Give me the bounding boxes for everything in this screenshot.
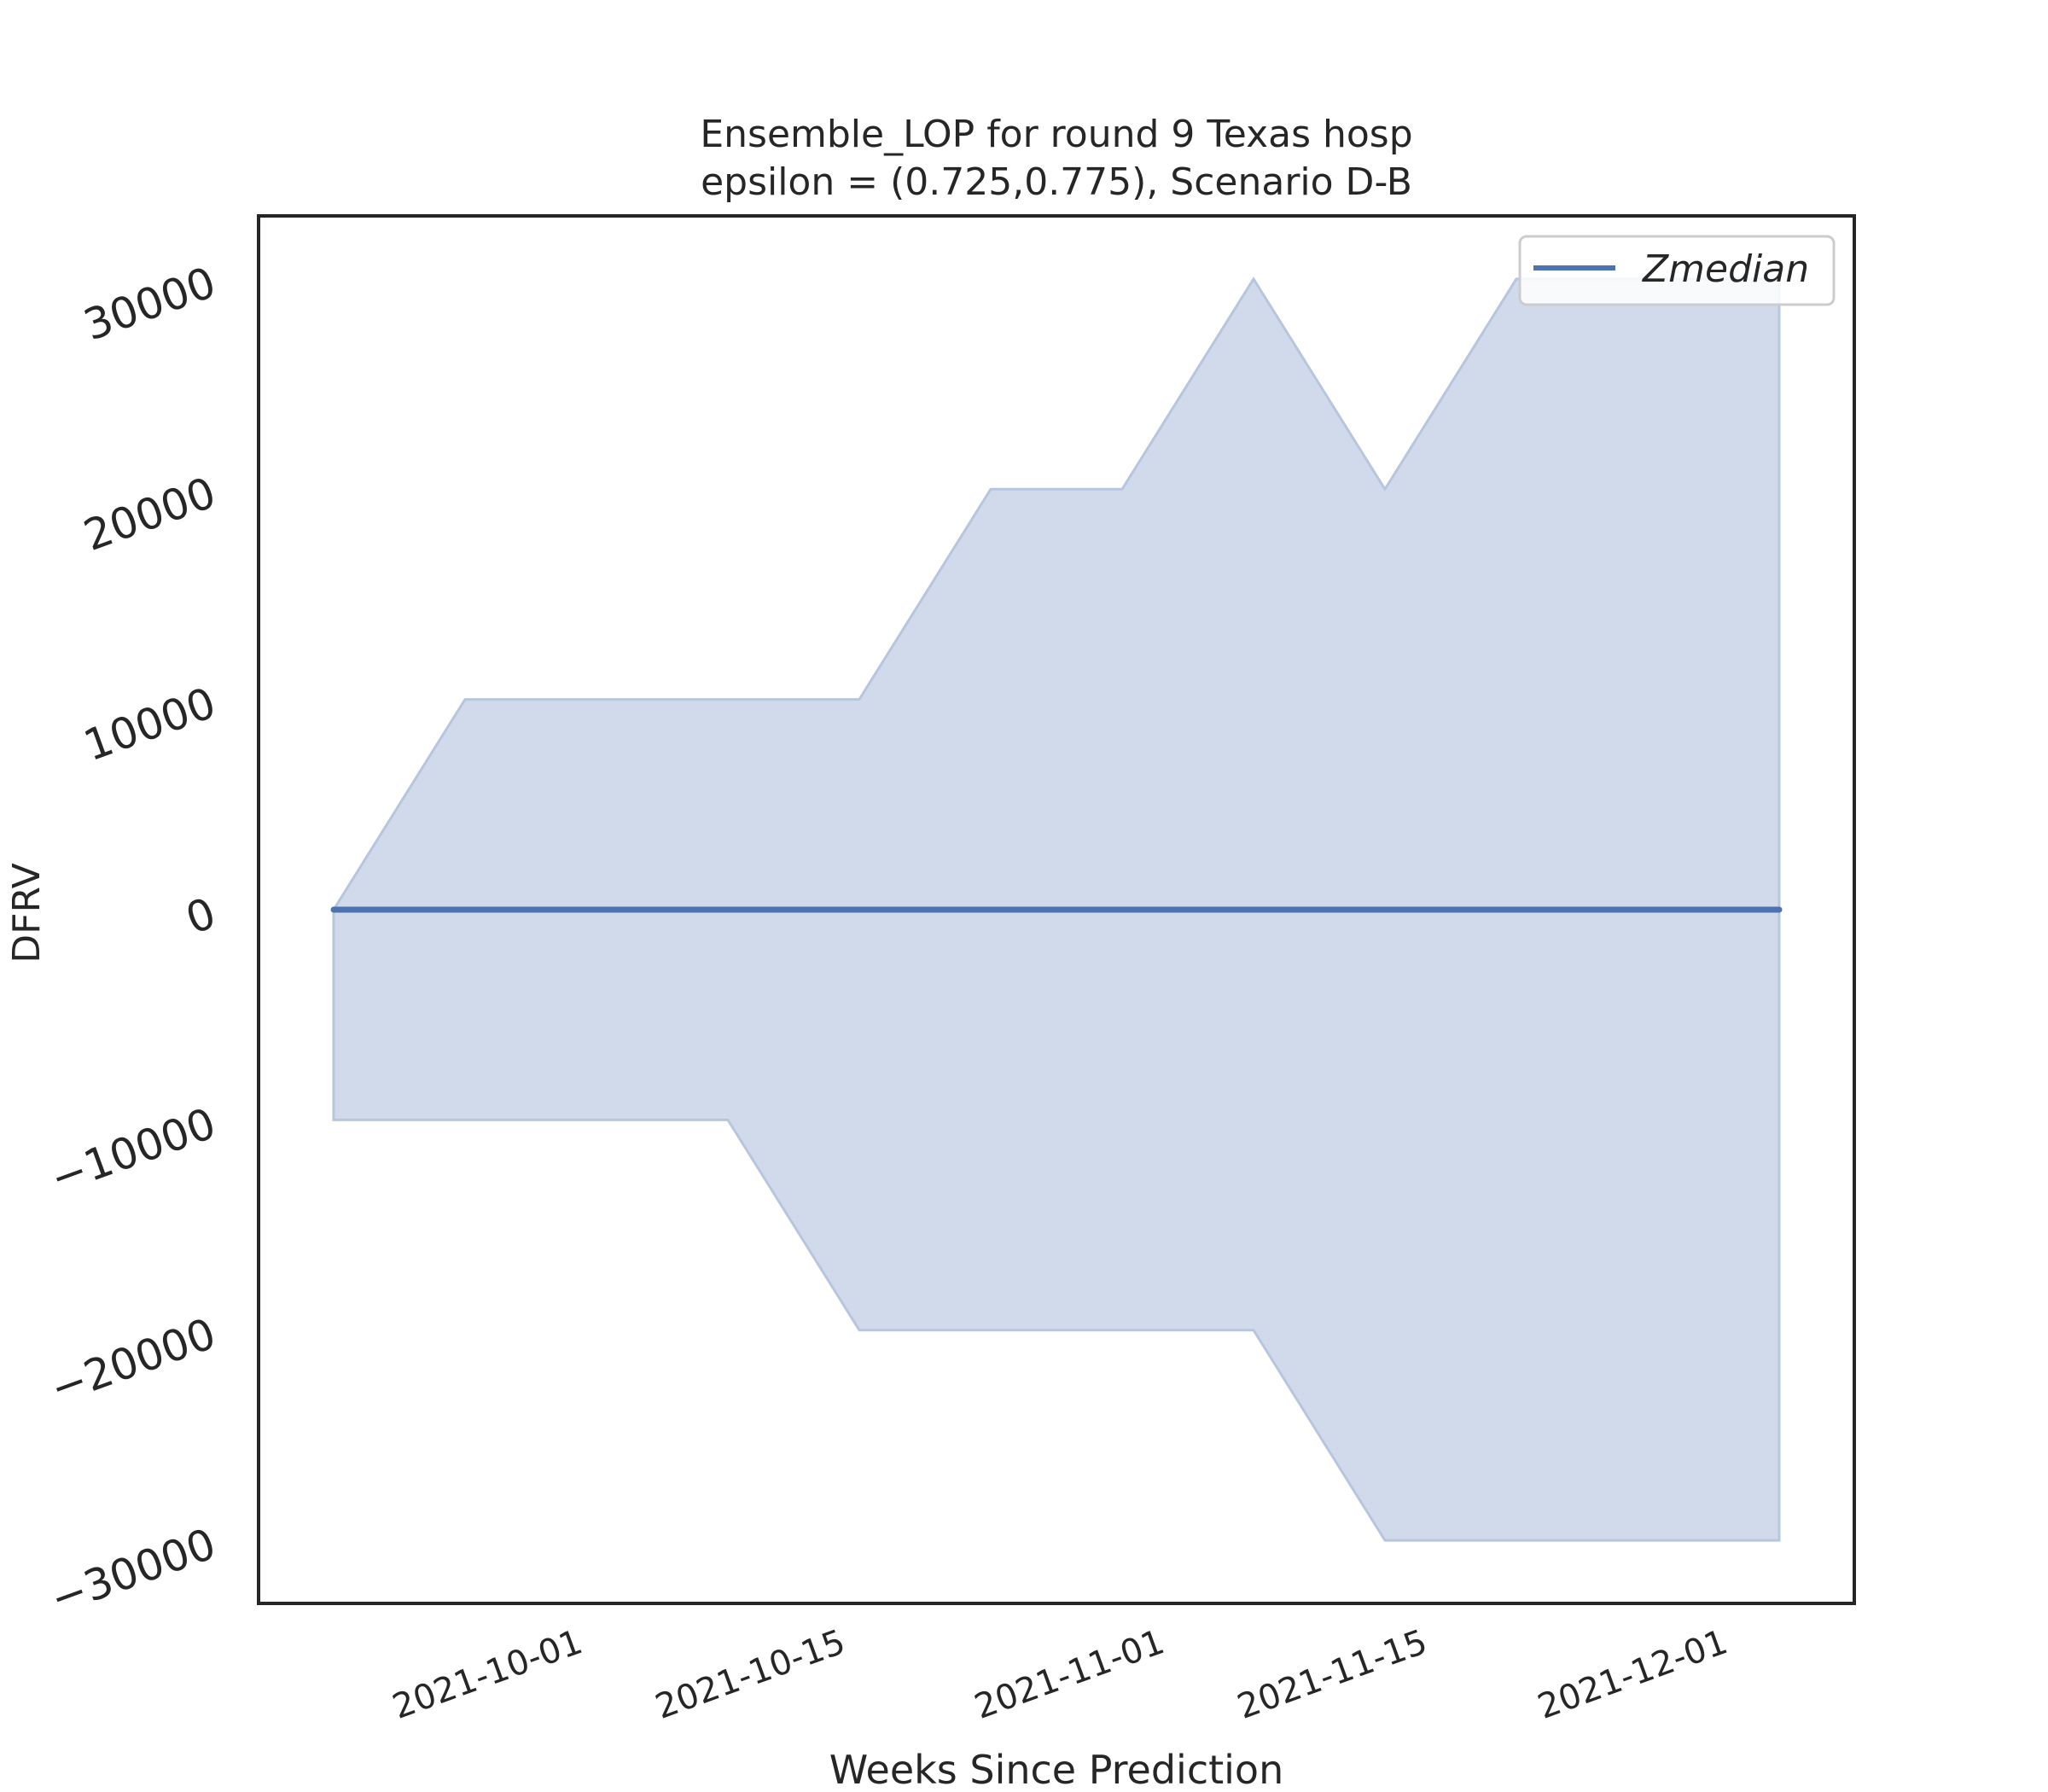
chart-title-line-2: epsilon = (0.725,0.775), Scenario D-B [701, 160, 1412, 204]
x-tick-label: 2021-11-01 [969, 1622, 1169, 1727]
y-axis-label: DFRV [5, 863, 49, 963]
legend-label: Zmedian [1642, 247, 1809, 291]
x-tick-label: 2021-10-15 [650, 1622, 850, 1727]
legend-box [1518, 235, 1836, 306]
y-tick-label: −10000 [44, 1098, 222, 1203]
y-tick-label: −20000 [44, 1308, 222, 1413]
y-tick-label: 10000 [78, 678, 222, 771]
x-axis-label: Weeks Since Prediction [829, 1747, 1283, 1792]
chart-title-line-1: Ensemble_LOP for round 9 Texas hosp [700, 113, 1412, 156]
y-tick-label: −30000 [44, 1519, 222, 1624]
y-tick-labels: 30000 20000 10000 0 −10000 −20000 −30000 [44, 258, 222, 1624]
x-tick-label: 2021-12-01 [1533, 1622, 1732, 1727]
x-tick-label: 2021-10-01 [387, 1622, 587, 1727]
y-tick-label: 20000 [78, 468, 222, 561]
x-tick-label: 2021-11-15 [1232, 1622, 1432, 1727]
y-tick-label: 30000 [78, 258, 222, 351]
x-tick-labels: 2021-10-01 2021-10-15 2021-11-01 2021-11-15… [387, 1622, 1732, 1727]
y-tick-label: 0 [179, 888, 222, 944]
legend: Zmedian [1518, 235, 1836, 306]
plot-frame [257, 214, 1856, 1605]
